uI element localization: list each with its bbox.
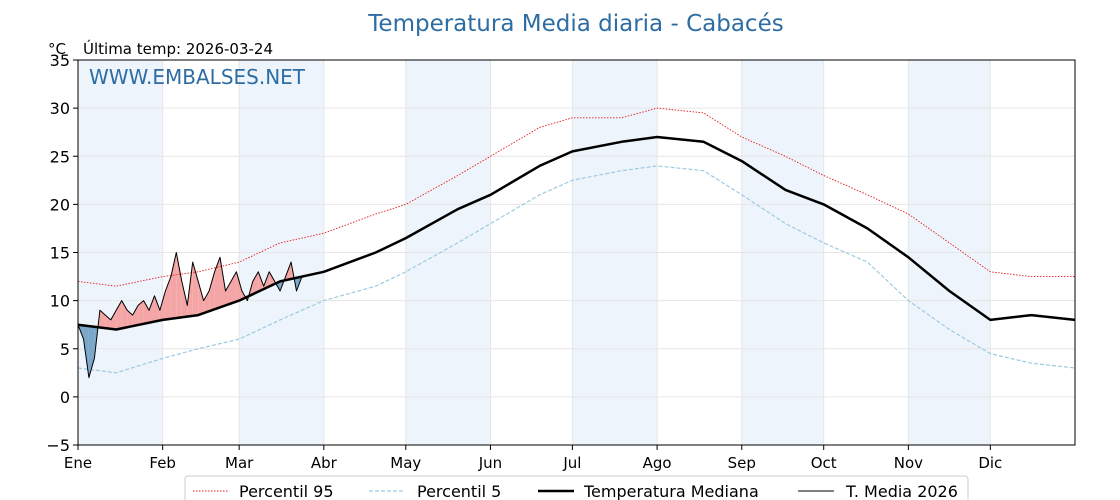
legend-label-p5: Percentil 5 [417, 482, 501, 500]
anomaly-fill [236, 271, 242, 302]
x-tick-label-ene: Ene [64, 454, 92, 472]
x-tick-label-dic: Dic [978, 454, 1002, 472]
y-tick-label: 0 [60, 388, 70, 407]
y-tick-label: 30 [50, 99, 70, 118]
x-tick-label-ago: Ago [643, 454, 672, 472]
x-tick-label-jul: Jul [562, 454, 581, 472]
legend: Percentil 95 Percentil 5 Temperatura Media… [184, 475, 969, 500]
anomaly-fill [165, 276, 171, 320]
x-tick-label-abr: Abr [311, 454, 338, 472]
legend-label-median: Temperatura Mediana [583, 482, 759, 500]
series-line-median [77, 135, 1076, 331]
anomaly-fill [143, 300, 149, 324]
anomaly-fill [209, 271, 215, 312]
anomaly-fill [105, 315, 111, 329]
x-tick-label-jun: Jun [478, 454, 502, 472]
anomaly-fill [203, 291, 210, 314]
y-tick-label: 5 [60, 340, 70, 359]
anomaly-fill [176, 252, 182, 318]
anomaly-fill [149, 295, 155, 323]
anomaly-fill [159, 291, 166, 321]
x-tick-label-nov: Nov [894, 454, 923, 472]
anomaly-fill [220, 257, 226, 308]
x-tick-label-feb: Feb [149, 454, 176, 472]
legend-box [184, 475, 969, 500]
anomaly-fill [116, 300, 122, 330]
anomaly-fill [132, 305, 139, 327]
y-axis: −5 0 5 10 15 20 25 30 35 [46, 51, 78, 455]
y-tick-label: 10 [50, 292, 70, 311]
y-tick-label: 15 [50, 244, 70, 263]
anomaly-fill [170, 252, 177, 319]
y-tick-label: −5 [46, 436, 70, 455]
anomaly-fill [99, 310, 106, 329]
anomaly-fill [214, 257, 220, 310]
chart-title: Temperatura Media diaria - Cabacés [367, 11, 783, 37]
anomaly-fill [181, 281, 188, 318]
anomaly-fill [192, 262, 199, 316]
y-tick-label: 35 [50, 51, 70, 70]
x-axis: Ene Feb Mar Abr May Jun Jul Ago Sep Oct Nov Dic [64, 445, 1002, 472]
y-tick-label: 20 [50, 195, 70, 214]
anomaly-fill [269, 271, 275, 287]
series-line-current [77, 252, 303, 379]
unit-label: °C [48, 40, 66, 58]
anomaly-fill [252, 271, 259, 295]
series-line-p95 [77, 107, 1075, 287]
anomaly-fill [154, 295, 160, 322]
anomaly-fill [198, 281, 204, 316]
anomaly-fill [88, 326, 95, 378]
y-tick-label: 25 [50, 147, 70, 166]
watermark: WWW.EMBALSES.NET [89, 65, 306, 89]
x-tick-label-mar: Mar [225, 454, 254, 472]
x-tick-label-oct: Oct [811, 454, 837, 472]
x-tick-label-sep: Sep [728, 454, 756, 472]
series-lines [77, 107, 1076, 379]
anomaly-fill [121, 300, 128, 329]
anomaly-fill [138, 300, 144, 325]
legend-label-current: T. Media 2026 [845, 482, 958, 500]
x-tick-label-may: May [390, 454, 421, 472]
anomaly-fill [225, 281, 231, 306]
series-line-p5 [77, 165, 1076, 374]
anomaly-fill [110, 310, 117, 330]
last-temp-label: Última temp: 2026-03-24 [83, 39, 273, 58]
legend-label-p95: Percentil 95 [239, 482, 334, 500]
